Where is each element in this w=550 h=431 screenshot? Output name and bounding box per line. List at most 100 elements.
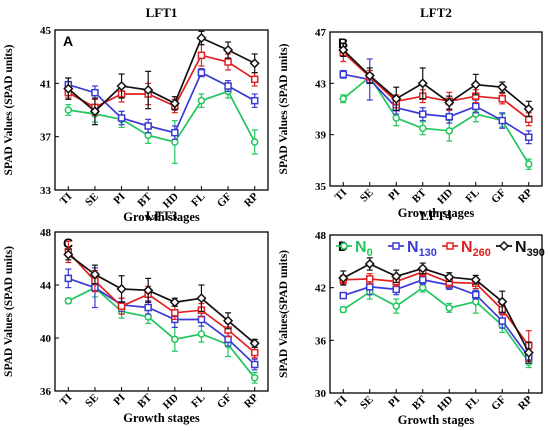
- data-point: [498, 116, 506, 125]
- legend-item: N390: [496, 239, 545, 259]
- panel-letter: A: [63, 33, 73, 49]
- data-point: [523, 103, 534, 115]
- x-axis-label: Growth stages: [398, 206, 475, 220]
- data-point: [197, 96, 206, 105]
- data-point: [525, 160, 533, 168]
- legend-item: N0: [336, 239, 373, 259]
- legend-item: N260: [442, 239, 491, 259]
- x-tick-label: BT: [135, 190, 154, 209]
- x-tick-label: PI: [111, 392, 127, 408]
- series-line: [342, 286, 530, 363]
- data-point: [470, 274, 481, 285]
- legend-label: N390: [515, 239, 545, 259]
- data-point: [523, 347, 534, 358]
- legend-label: N260: [461, 239, 491, 259]
- data-point: [339, 94, 347, 103]
- data-point: [366, 275, 374, 283]
- y-axis-label: SPAD Values (SPAD units): [278, 43, 290, 174]
- x-axis-label: Growth stages: [123, 210, 200, 224]
- data-point: [419, 283, 427, 292]
- data-point: [339, 70, 347, 79]
- data-point: [445, 112, 453, 121]
- data-point: [196, 293, 207, 304]
- data-point: [171, 309, 179, 317]
- series-line: [342, 263, 530, 353]
- data-point: [169, 297, 180, 308]
- data-point: [472, 102, 480, 111]
- x-tick-label: SE: [83, 392, 101, 410]
- plot-frame: [54, 231, 269, 392]
- data-point: [224, 58, 232, 66]
- data-point: [116, 80, 127, 92]
- x-tick-label: PI: [386, 394, 402, 410]
- series-n390: [63, 248, 260, 349]
- y-tick-label: 45: [40, 25, 52, 37]
- data-point: [117, 114, 126, 122]
- x-tick-label: FL: [189, 392, 207, 410]
- data-point: [364, 70, 375, 81]
- data-point: [525, 133, 533, 141]
- data-point: [339, 291, 347, 300]
- data-point: [250, 138, 259, 146]
- series-n390: [63, 30, 260, 126]
- y-tick-label: 33: [40, 185, 52, 197]
- series-line: [68, 277, 256, 366]
- panel-title: LFT1: [146, 5, 178, 20]
- data-point: [445, 304, 453, 312]
- data-point: [498, 94, 506, 103]
- y-tick-label: 37: [40, 132, 52, 144]
- y-tick-label: 40: [40, 333, 52, 345]
- series-line: [67, 54, 256, 109]
- y-tick-label: 42: [315, 283, 327, 295]
- data-point: [392, 302, 400, 310]
- panel-lft3: LFT3C36404448TISEPIBTHDFLGFRPSPAD Values…: [3, 208, 269, 425]
- data-point: [197, 51, 206, 60]
- legend: N0 N130 N260 N390: [336, 239, 545, 259]
- data-point: [444, 97, 455, 108]
- data-point: [171, 128, 179, 137]
- series-n390: [338, 42, 534, 118]
- data-point: [250, 374, 259, 382]
- series-line: [67, 253, 256, 344]
- data-point: [249, 58, 260, 69]
- data-point: [250, 348, 259, 357]
- data-point: [419, 276, 427, 284]
- data-point: [392, 114, 400, 122]
- y-tick-label: 41: [40, 78, 51, 90]
- series-n130: [64, 68, 259, 140]
- x-axis-label: Growth stages: [123, 411, 200, 425]
- legend-label: N0: [355, 239, 373, 259]
- y-axis-label: SPAD Values (SPAD units): [3, 44, 15, 175]
- x-tick-label: BT: [135, 391, 154, 410]
- data-point: [498, 317, 506, 325]
- x-tick-label: RP: [242, 391, 261, 410]
- x-tick-label: RP: [516, 186, 535, 205]
- legend-label: N130: [407, 239, 437, 259]
- y-tick-label: 35: [315, 181, 327, 193]
- x-tick-label: GF: [215, 391, 234, 410]
- series-line: [67, 36, 256, 113]
- x-tick-label: BT: [410, 186, 429, 205]
- series-line: [67, 251, 256, 354]
- y-axis-label: SPAD Values (SPAD units): [3, 246, 15, 377]
- data-point: [143, 285, 154, 296]
- data-point: [91, 88, 99, 97]
- x-tick-label: PI: [386, 187, 402, 203]
- data-point: [89, 106, 100, 117]
- x-tick-label: TI: [333, 187, 350, 204]
- y-tick-label: 36: [315, 335, 327, 347]
- data-point: [196, 32, 207, 44]
- y-tick-label: 47: [315, 27, 327, 39]
- plot-frame: [329, 234, 543, 394]
- x-tick-label: FL: [189, 191, 207, 209]
- series-line: [342, 51, 530, 120]
- series-n260: [64, 44, 259, 116]
- series-line: [68, 90, 256, 143]
- data-point: [417, 263, 428, 274]
- data-point: [143, 84, 154, 96]
- series-n130: [339, 274, 533, 362]
- data-point: [250, 360, 259, 369]
- data-point: [497, 296, 508, 307]
